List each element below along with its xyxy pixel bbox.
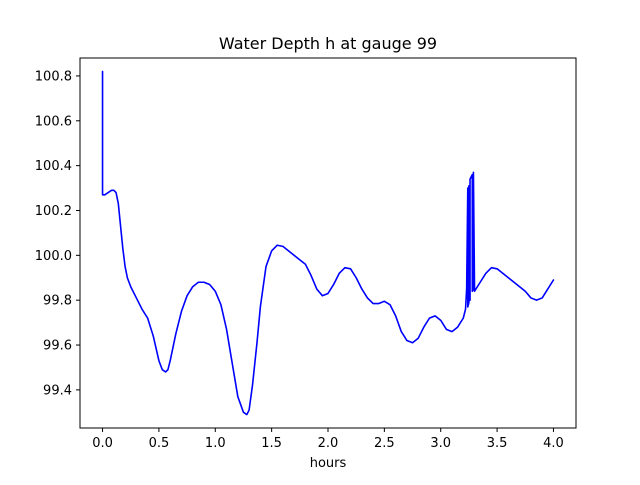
y-tick-label: 100.8 bbox=[35, 69, 72, 84]
chart-title: Water Depth h at gauge 99 bbox=[219, 34, 437, 53]
y-tick-label: 100.2 bbox=[35, 204, 72, 219]
x-axis-label: hours bbox=[310, 456, 347, 471]
x-tick-label: 2.0 bbox=[318, 436, 339, 451]
x-tick-label: 4.0 bbox=[543, 436, 564, 451]
x-tick-label: 0.5 bbox=[149, 436, 170, 451]
series-line-0 bbox=[101, 70, 555, 416]
y-tick-label: 99.6 bbox=[43, 339, 72, 354]
y-tick-label: 99.4 bbox=[43, 383, 72, 398]
x-tick-label: 2.5 bbox=[374, 436, 395, 451]
y-tick-label: 100.6 bbox=[35, 114, 72, 129]
y-tick-label: 100.4 bbox=[35, 159, 72, 174]
x-tick-label: 3.0 bbox=[430, 436, 451, 451]
axes-layer: 0.0 0.5 1.0 1.5 2.0 2.5 3.0 3.5 4.0 99.4 99.6 99.8 1… bbox=[35, 57, 577, 451]
plot-area bbox=[80, 58, 576, 428]
y-tick-label: 100.0 bbox=[35, 249, 72, 264]
x-tick-label: 1.5 bbox=[261, 436, 282, 451]
x-tick-label: 0.0 bbox=[92, 436, 113, 451]
x-tick-label: 1.0 bbox=[205, 436, 226, 451]
series-layer bbox=[101, 70, 555, 416]
y-tick-label: 99.8 bbox=[43, 294, 72, 309]
x-tick-label: 3.5 bbox=[487, 436, 508, 451]
